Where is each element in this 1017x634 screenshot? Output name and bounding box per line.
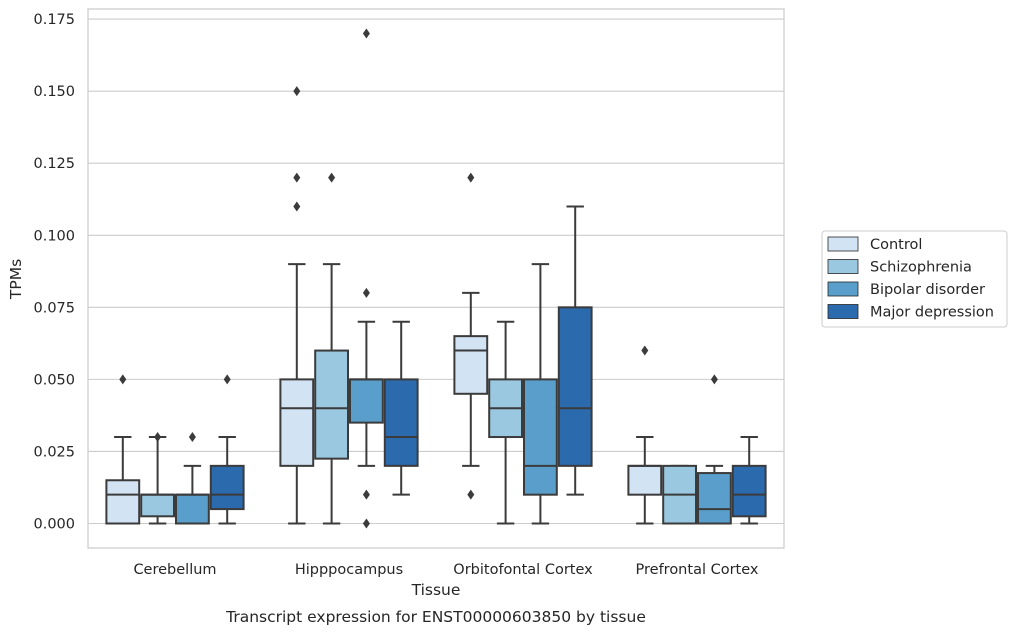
y-axis-label: TPMs bbox=[7, 259, 25, 300]
box bbox=[557, 306, 593, 467]
box bbox=[209, 464, 245, 511]
legend-swatch bbox=[827, 236, 859, 252]
box-1-3 bbox=[383, 320, 419, 496]
box bbox=[175, 493, 210, 525]
legend-swatch bbox=[827, 259, 859, 274]
y-tick-label: 0.050 bbox=[33, 372, 75, 388]
box bbox=[314, 349, 350, 460]
y-tick-labels: 0.000 0.025 0.050 0.075 0.100 0.125 0.150 0.175 bbox=[33, 12, 75, 532]
outlier-point bbox=[641, 345, 649, 356]
legend-label: Control bbox=[870, 237, 922, 253]
box-0-1 bbox=[140, 432, 175, 525]
box bbox=[697, 472, 732, 525]
outlier-point bbox=[119, 374, 127, 385]
box bbox=[453, 335, 489, 395]
box-3-3 bbox=[731, 436, 767, 525]
y-tick-label: 0.100 bbox=[33, 228, 75, 244]
box-1-1 bbox=[314, 172, 350, 525]
legend: Control Schizophrenia Bipolar disorder Majo… bbox=[821, 230, 1008, 328]
outlier-point bbox=[223, 374, 231, 385]
legend-swatch bbox=[827, 281, 859, 297]
outlier-point bbox=[362, 287, 370, 298]
outlier-point bbox=[467, 489, 475, 500]
box bbox=[731, 464, 767, 518]
outlier-point bbox=[362, 489, 370, 500]
y-tick-label: 0.175 bbox=[33, 12, 75, 28]
box bbox=[279, 378, 315, 467]
outlier-point bbox=[293, 86, 301, 97]
box bbox=[627, 464, 663, 496]
x-tick-label: Orbitofontal Cortex bbox=[453, 562, 593, 578]
legend-label: Bipolar disorder bbox=[870, 282, 985, 298]
box-0-3 bbox=[209, 374, 245, 525]
box-2-0 bbox=[453, 172, 489, 500]
x-tick-label: Prefrontal Cortex bbox=[636, 562, 759, 578]
x-tick-labels: Cerebellum Hipppocampus Orbitofontal Corte… bbox=[133, 562, 758, 578]
outlier-point bbox=[710, 374, 718, 385]
legend-swatch bbox=[827, 304, 859, 319]
y-tick-label: 0.025 bbox=[33, 444, 75, 460]
box-1-0 bbox=[279, 86, 315, 525]
legend-frame bbox=[821, 230, 1008, 328]
box bbox=[349, 378, 384, 424]
outlier-point bbox=[293, 201, 301, 212]
x-axis-label: Tissue bbox=[411, 581, 461, 599]
box-3-2 bbox=[697, 374, 732, 525]
chart-caption: Transcript expression for ENST0000060385… bbox=[225, 608, 646, 626]
box bbox=[140, 493, 175, 518]
box-0-0 bbox=[105, 374, 141, 525]
box bbox=[383, 378, 419, 467]
plot-frame bbox=[87, 8, 785, 549]
legend-label: Major depression bbox=[870, 305, 994, 321]
box bbox=[523, 378, 558, 496]
y-tick-label: 0.000 bbox=[33, 517, 75, 533]
outlier-point bbox=[154, 432, 162, 443]
outlier-point bbox=[188, 432, 196, 443]
box-groups bbox=[105, 28, 767, 529]
gridlines bbox=[88, 18, 784, 525]
outlier-point bbox=[328, 172, 336, 183]
box bbox=[105, 479, 141, 525]
box-2-1 bbox=[488, 320, 524, 525]
box-0-2 bbox=[175, 432, 210, 525]
y-tick-label: 0.150 bbox=[33, 84, 75, 100]
box-3-1 bbox=[662, 464, 698, 525]
box-2-2 bbox=[523, 263, 558, 525]
legend-label: Schizophrenia bbox=[870, 260, 972, 276]
box-1-2 bbox=[349, 28, 384, 529]
outlier-point bbox=[467, 172, 475, 183]
box-2-3 bbox=[557, 205, 593, 496]
y-tick-label: 0.075 bbox=[33, 300, 75, 316]
outlier-point bbox=[362, 28, 370, 39]
outlier-point bbox=[362, 518, 370, 529]
outlier-point bbox=[293, 172, 301, 183]
y-tick-label: 0.125 bbox=[33, 156, 75, 172]
x-tick-label: Cerebellum bbox=[133, 562, 216, 578]
x-tick-label: Hipppocampus bbox=[295, 562, 403, 578]
box-3-0 bbox=[627, 345, 663, 525]
